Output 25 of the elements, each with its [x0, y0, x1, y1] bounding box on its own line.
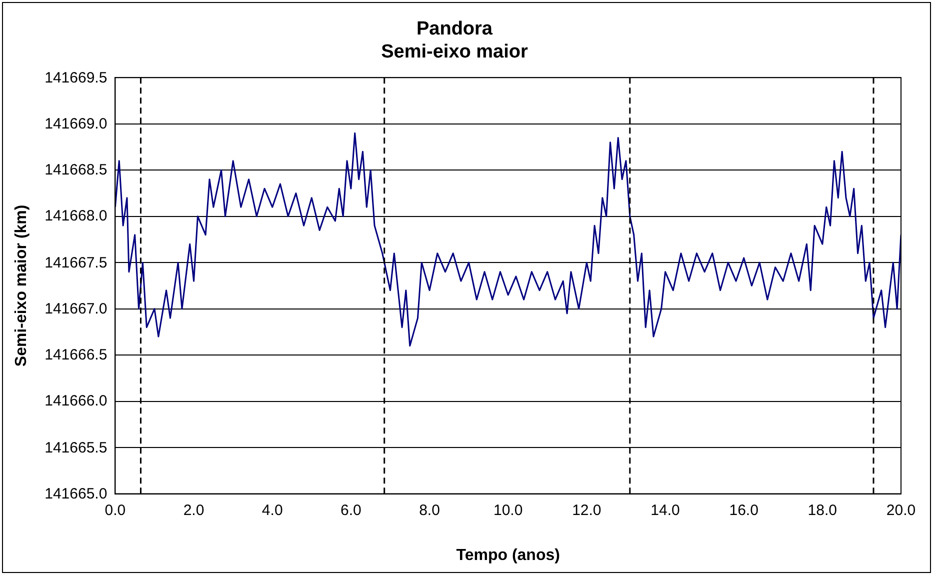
y-tick-label: 141668.5: [44, 162, 108, 179]
x-tick-label: 8.0: [419, 502, 440, 519]
y-axis-title: Semi-eixo maior (km): [13, 204, 30, 367]
y-tick-label: 141665.0: [44, 485, 108, 502]
y-tick-label: 141666.5: [44, 346, 108, 364]
x-tick-label: 18.0: [808, 502, 838, 519]
y-tick-label: 141668.0: [44, 208, 108, 225]
x-tick-label: 4.0: [262, 502, 283, 519]
x-tick-label: 12.0: [572, 502, 602, 519]
y-tick-label: 141667.0: [44, 300, 108, 318]
x-axis-title: Tempo (anos): [456, 546, 560, 564]
x-tick-label: 16.0: [729, 502, 758, 519]
text: Semi-eixo maior: [381, 41, 528, 62]
x-tick-label: 20.0: [886, 502, 916, 519]
x-tick-label: 2.0: [183, 502, 204, 519]
y-tick-label: 141669.5: [44, 69, 108, 86]
y-tick-label: 141667.5: [44, 254, 108, 272]
x-tick-label: 0.0: [104, 502, 126, 519]
y-tick-label: 141669.0: [44, 115, 108, 132]
y-tick-label: 141666.0: [44, 392, 108, 410]
y-tick-label: 141665.5: [44, 439, 108, 456]
x-tick-label: 10.0: [493, 502, 523, 519]
text: Pandora: [416, 18, 493, 40]
x-tick-label: 14.0: [650, 502, 680, 519]
x-tick-label: 6.0: [340, 502, 362, 519]
